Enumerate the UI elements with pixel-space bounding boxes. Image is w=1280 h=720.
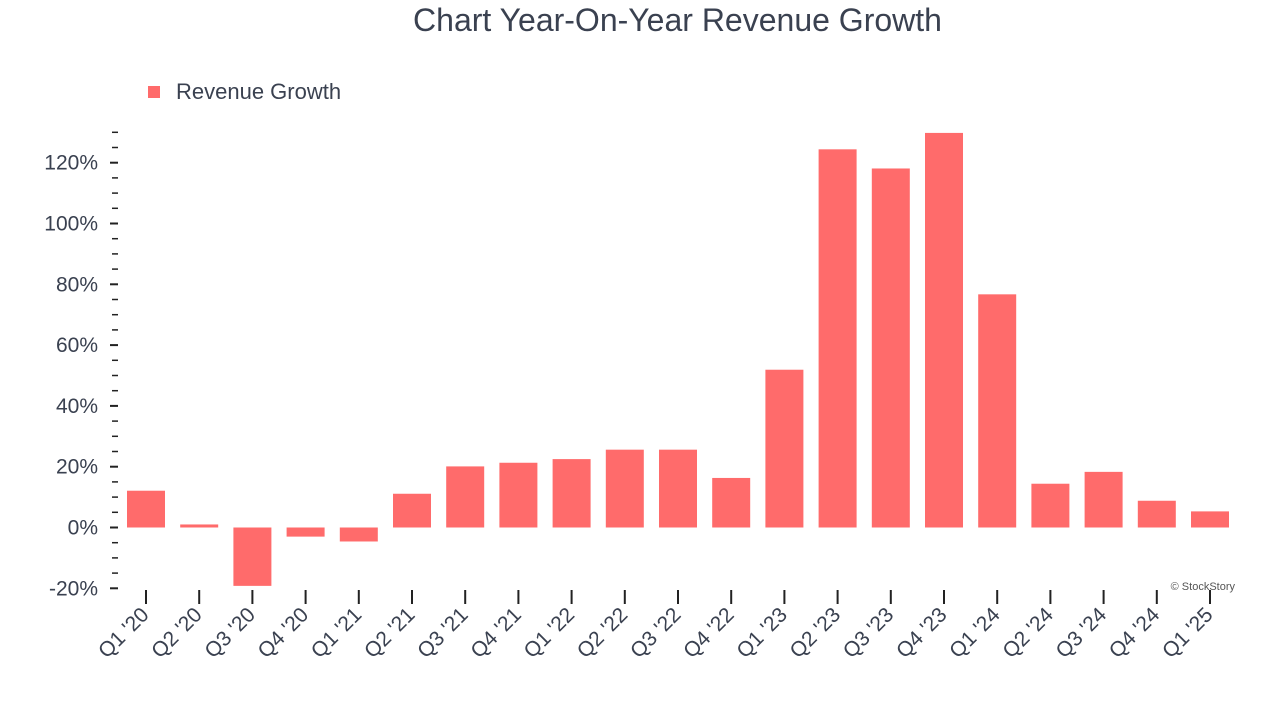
y-tick-label: -20% [49,577,98,600]
bar [1084,471,1123,528]
x-tick-label: Q3 '20 [200,603,260,663]
bar [605,449,644,528]
bar [499,462,538,528]
x-tick-label: Q2 '22 [573,603,633,663]
x-tick-label: Q2 '24 [998,603,1058,663]
x-tick-label: Q3 '21 [413,603,473,663]
x-tick-label: Q2 '20 [147,603,207,663]
legend: Revenue Growth [148,79,341,105]
bar [1191,511,1229,528]
bar [1031,483,1070,528]
y-tick-label: 40% [56,395,98,418]
y-tick-label: 60% [56,334,98,357]
bar [233,527,272,586]
y-tick-label: 80% [56,273,98,296]
x-tick-label: Q1 '23 [732,603,792,663]
bar [818,149,857,528]
bar [552,459,591,528]
bar [446,466,485,528]
y-tick-label: 0% [68,517,98,540]
bar [978,294,1017,528]
bar [925,132,963,528]
x-tick-label: Q4 '20 [254,603,314,663]
x-tick-label: Q3 '24 [1052,603,1112,663]
bar [765,369,804,528]
bar [339,527,378,542]
x-tick-label: Q2 '23 [786,603,846,663]
x-tick-label: Q1 '22 [520,603,580,663]
x-tick-label: Q2 '21 [360,603,420,663]
x-tick-label: Q4 '21 [466,603,526,663]
chart-title: Chart Year-On-Year Revenue Growth [413,2,942,38]
x-tick-label: Q1 '25 [1158,603,1218,663]
bar [712,477,751,528]
y-tick-label: 20% [56,456,98,479]
x-tick-label: Q1 '21 [307,603,367,663]
y-axis: -20% 0% 20% 40% 60% 80% 100% 120% [44,131,118,600]
x-tick-label: Q4 '23 [892,603,952,663]
bar [286,527,325,537]
x-tick-label: Q3 '23 [839,603,899,663]
bars [127,132,1229,586]
x-tick-label: Q1 '20 [94,603,154,663]
legend-swatch [148,86,160,98]
x-tick-label: Q4 '24 [1105,603,1165,663]
bar [393,493,431,528]
bar [1137,500,1176,528]
x-tick-label: Q4 '22 [679,603,739,663]
x-tick-label: Q3 '22 [626,603,686,663]
bar [127,490,165,528]
y-tick-label: 100% [44,213,98,236]
bar [659,449,697,528]
bar [180,524,219,528]
bar [871,168,910,528]
legend-label: Revenue Growth [176,79,342,104]
watermark: © StockStory [1171,581,1236,593]
x-tick-label: Q1 '24 [945,603,1005,663]
y-tick-label: 120% [44,152,98,175]
